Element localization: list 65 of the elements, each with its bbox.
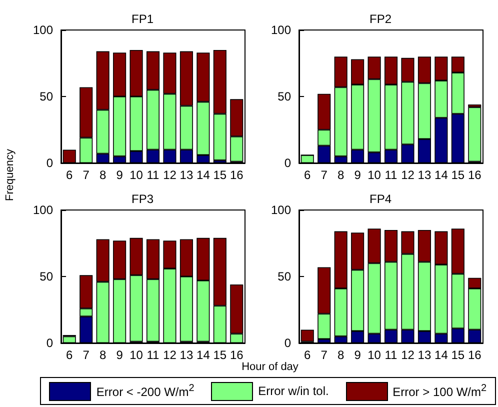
- chart-title: FP1: [131, 12, 154, 26]
- y-axis-title: Frequency: [4, 149, 16, 201]
- y-tick-label: 50: [278, 270, 292, 284]
- x-tick-label: 10: [368, 168, 382, 182]
- x-tick-label: 12: [163, 168, 177, 182]
- x-tick-label: 8: [337, 168, 344, 182]
- x-tick-label: 12: [401, 348, 415, 362]
- x-tick-label: 12: [163, 348, 177, 362]
- legend-label: Error > 100 W/m$^{2}$: [392, 383, 487, 399]
- x-tick-label: 6: [304, 348, 312, 362]
- y-tick-label: 100: [270, 23, 292, 37]
- x-tick-label: 10: [130, 168, 144, 182]
- y-tick-label: 100: [32, 203, 54, 217]
- x-tick-label: 7: [82, 168, 90, 182]
- y-tick-label: 100: [32, 23, 54, 37]
- x-tick-label: 9: [116, 168, 124, 182]
- x-tick-label: 7: [82, 348, 90, 362]
- x-tick-label: 14: [196, 168, 210, 182]
- x-tick-label: 6: [66, 168, 74, 182]
- x-tick-label: 14: [434, 168, 448, 182]
- x-tick-label: 13: [418, 348, 432, 362]
- x-tick-label: 7: [320, 348, 328, 362]
- x-tick-label: 16: [230, 348, 244, 362]
- y-tick-label: 0: [284, 156, 292, 170]
- x-tick-label: 14: [434, 348, 448, 362]
- x-tick-label: 15: [451, 168, 465, 182]
- x-tick-label: 6: [304, 168, 312, 182]
- x-tick-label: 13: [418, 168, 432, 182]
- y-tick-label: 50: [40, 90, 54, 104]
- chart-title: FP2: [369, 12, 392, 26]
- x-tick-label: 15: [213, 348, 227, 362]
- chart-title: FP3: [131, 192, 154, 206]
- y-tick-label: 50: [278, 90, 292, 104]
- legend-label: Error < -200 W/m$^{2}$: [96, 383, 194, 399]
- y-tick-label: 0: [284, 336, 292, 350]
- x-tick-label: 9: [354, 168, 362, 182]
- x-tick-label: 9: [116, 348, 124, 362]
- x-tick-label: 8: [337, 348, 344, 362]
- x-tick-label: 14: [196, 348, 210, 362]
- x-tick-label: 8: [99, 348, 106, 362]
- x-tick-label: 15: [213, 168, 227, 182]
- x-tick-label: 16: [230, 168, 244, 182]
- x-tick-label: 6: [66, 348, 74, 362]
- x-tick-label: 13: [180, 168, 194, 182]
- x-tick-label: 10: [368, 348, 382, 362]
- x-tick-label: 11: [146, 168, 160, 182]
- x-tick-label: 8: [99, 168, 106, 182]
- x-tick-label: 11: [384, 348, 398, 362]
- legend-label: Error w/in tol.: [258, 384, 329, 398]
- y-tick-label: 100: [270, 203, 292, 217]
- x-tick-label: 16: [468, 348, 482, 362]
- y-tick-label: 0: [46, 156, 54, 170]
- x-axis-title: Hour of day: [242, 361, 298, 373]
- x-tick-label: 15: [451, 348, 465, 362]
- x-tick-label: 11: [384, 168, 398, 182]
- x-tick-label: 7: [320, 168, 328, 182]
- chart-title: FP4: [369, 192, 392, 206]
- y-tick-label: 50: [40, 270, 54, 284]
- x-tick-label: 11: [146, 348, 160, 362]
- y-tick-label: 0: [46, 336, 54, 350]
- x-tick-label: 12: [401, 168, 415, 182]
- x-tick-label: 10: [130, 348, 144, 362]
- x-tick-label: 9: [354, 348, 362, 362]
- x-tick-label: 16: [468, 168, 482, 182]
- x-tick-label: 13: [180, 348, 194, 362]
